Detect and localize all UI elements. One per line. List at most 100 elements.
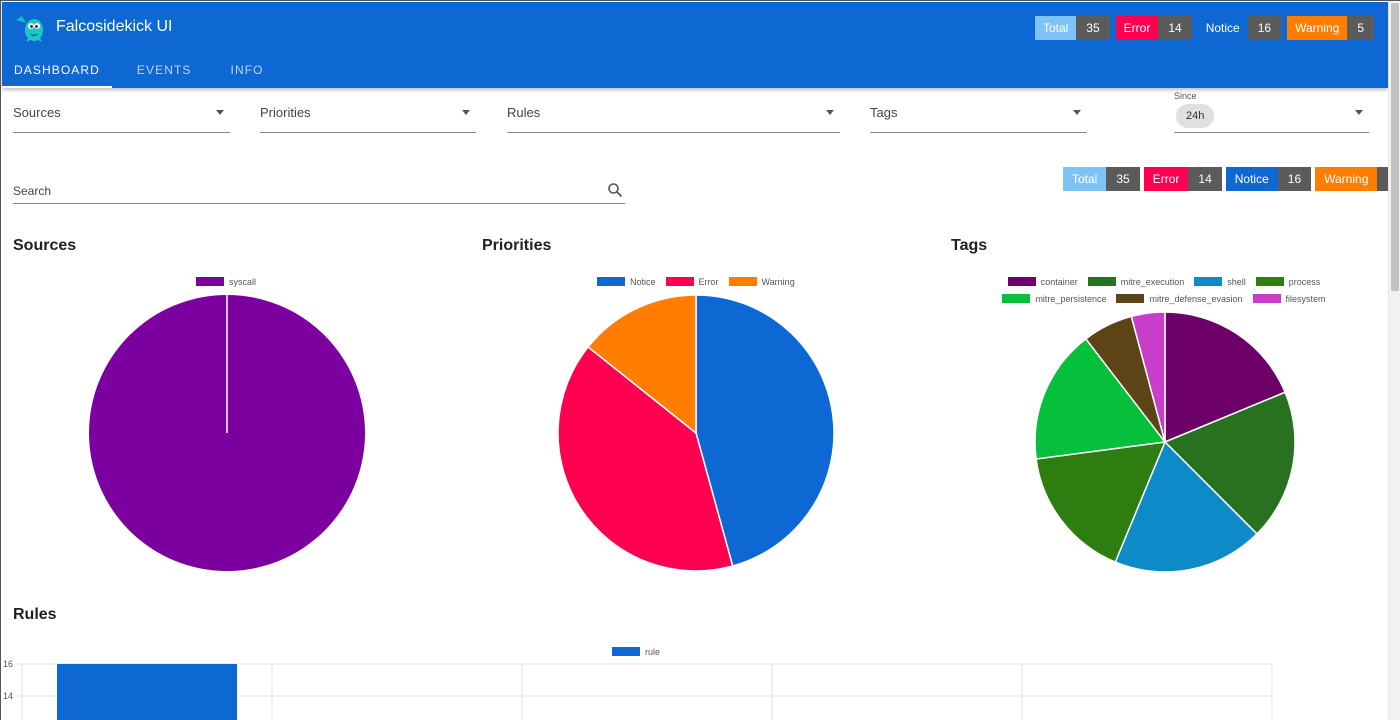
priorities-legend-item[interactable]: Notice [597, 273, 656, 290]
since-chip[interactable]: 24h [1176, 104, 1215, 128]
legend-swatch [1252, 294, 1281, 303]
rules-legend-item[interactable]: rule [612, 643, 660, 660]
priorities-legend-item[interactable]: Warning [728, 273, 795, 290]
priorities-pie-slice[interactable] [557, 345, 734, 572]
sources-legend-item[interactable]: syscall [196, 273, 256, 290]
falco-logo-icon [16, 16, 43, 42]
legend-label: shell [1227, 276, 1246, 287]
header-badge-error-label[interactable]: Error [1115, 16, 1159, 40]
tags-pie-slice[interactable] [1163, 391, 1296, 535]
since-select[interactable] [1174, 91, 1369, 133]
legend-swatch [728, 277, 757, 286]
legend-swatch [1255, 277, 1284, 286]
header-badge-total-count: 35 [1076, 16, 1110, 40]
legend-label: process [1288, 276, 1321, 287]
chevron-down-icon [1073, 110, 1081, 115]
search-placeholder: Search [13, 184, 52, 198]
y-tick-label: 14 [3, 691, 13, 701]
legend-swatch [1087, 277, 1116, 286]
summary-badge-warning-label[interactable]: Warning [1315, 167, 1378, 191]
tags-legend-item[interactable]: mitre_execution [1087, 273, 1185, 290]
priorities-legend-item[interactable]: Error [665, 273, 719, 290]
header-badge-error-count: 14 [1158, 16, 1192, 40]
priorities-pie-slice[interactable] [587, 294, 697, 435]
legend-swatch [1007, 277, 1036, 286]
tags-legend-item[interactable]: process [1255, 273, 1321, 290]
summary-badge-error-count: 14 [1188, 167, 1222, 191]
tags-pie-slice[interactable] [1035, 441, 1167, 564]
tags-legend-item[interactable]: shell [1194, 273, 1246, 290]
priorities-pie-chart [557, 294, 835, 572]
legend-label: Error [698, 276, 719, 287]
sources-select[interactable]: Sources [13, 91, 230, 133]
legend-label: Notice [630, 276, 656, 287]
legend-swatch [597, 277, 625, 286]
tags-pie-slice[interactable] [1114, 440, 1258, 573]
priorities-legend: Notice Error Warning [597, 273, 817, 290]
priorities-section-title: Priorities [482, 237, 552, 254]
summary-badge-total-count: 35 [1106, 167, 1140, 191]
rules-select[interactable]: Rules [507, 91, 840, 133]
tags-pie-slice[interactable] [1034, 337, 1167, 460]
tags-pie-chart [1034, 311, 1296, 573]
tags-pie-slice[interactable] [1130, 311, 1166, 443]
legend-swatch [1002, 294, 1031, 303]
vertical-scrollbar[interactable] [1388, 1, 1400, 720]
tags-legend-item[interactable]: container [1007, 273, 1078, 290]
tags-legend: container mitre_execution shell process mitr… [951, 273, 1387, 307]
tab-dashboard[interactable]: DASHBOARD [2, 54, 112, 88]
legend-swatch [665, 277, 694, 286]
legend-label: container [1040, 276, 1078, 287]
summary-badge-notice-label[interactable]: Notice [1225, 167, 1278, 191]
search-icon[interactable] [607, 182, 623, 198]
legend-label: mitre_execution [1120, 276, 1185, 287]
legend-label: Warning [761, 276, 795, 287]
app-bar: Falcosidekick UI Total 35 Error 14 Notic… [2, 2, 1388, 88]
search-input[interactable]: Search [13, 175, 625, 204]
legend-swatch [196, 277, 224, 286]
header-badges: Total 35 Error 14 Notice 16 Warning 5 [1034, 16, 1374, 40]
tags-select-label: Tags [870, 105, 898, 120]
header-badge-total-label[interactable]: Total [1034, 16, 1077, 40]
legend-swatch [612, 647, 640, 656]
legend-swatch [1116, 294, 1145, 303]
summary-badge-notice-count: 16 [1277, 167, 1312, 191]
priorities-pie-slice[interactable] [695, 294, 835, 567]
priorities-select[interactable]: Priorities [260, 91, 476, 133]
chevron-down-icon [462, 110, 470, 115]
app-title: Falcosidekick UI [56, 18, 173, 35]
rules-section-title: Rules [13, 606, 57, 623]
legend-label: mitre_persistence [1035, 293, 1107, 304]
tab-info[interactable]: INFO [230, 63, 264, 77]
header-badge-warning-label[interactable]: Warning [1287, 16, 1348, 40]
summary-badge-total-label[interactable]: Total [1063, 167, 1107, 191]
legend-label: rule [645, 646, 661, 657]
legend-label: mitre_defense_evasion [1149, 293, 1243, 304]
sources-legend: syscall [196, 273, 276, 290]
chevron-down-icon [826, 110, 834, 115]
header-badge-notice-count: 16 [1247, 16, 1282, 40]
tags-section-title: Tags [951, 237, 988, 254]
legend-label: filesystem [1285, 293, 1326, 304]
sources-pie-chart [89, 295, 365, 571]
tags-select[interactable]: Tags [870, 91, 1087, 133]
tags-legend-item[interactable]: mitre_defense_evasion [1116, 290, 1243, 307]
sources-section-title: Sources [13, 237, 77, 254]
chevron-down-icon [1355, 110, 1363, 115]
rules-select-label: Rules [507, 105, 541, 120]
rules-bar[interactable] [57, 664, 237, 720]
tags-pie-slice[interactable] [1164, 311, 1287, 444]
summary-badges: Total 35 Error 14 Notice 16 Warning 5 [1063, 167, 1400, 191]
scrollbar-thumb[interactable] [1391, 3, 1399, 291]
header-badge-notice-label[interactable]: Notice [1205, 21, 1240, 35]
tags-legend-item[interactable]: mitre_persistence [1002, 290, 1106, 307]
nav-tabs: DASHBOARD EVENTS INFO [2, 54, 278, 88]
tags-legend-item[interactable]: filesystem [1252, 290, 1326, 307]
y-tick-label: 16 [3, 659, 13, 669]
since-label: Since [1174, 91, 1197, 101]
priorities-select-label: Priorities [260, 105, 311, 120]
tab-events[interactable]: EVENTS [136, 63, 192, 77]
summary-badge-error-label[interactable]: Error [1143, 167, 1189, 191]
